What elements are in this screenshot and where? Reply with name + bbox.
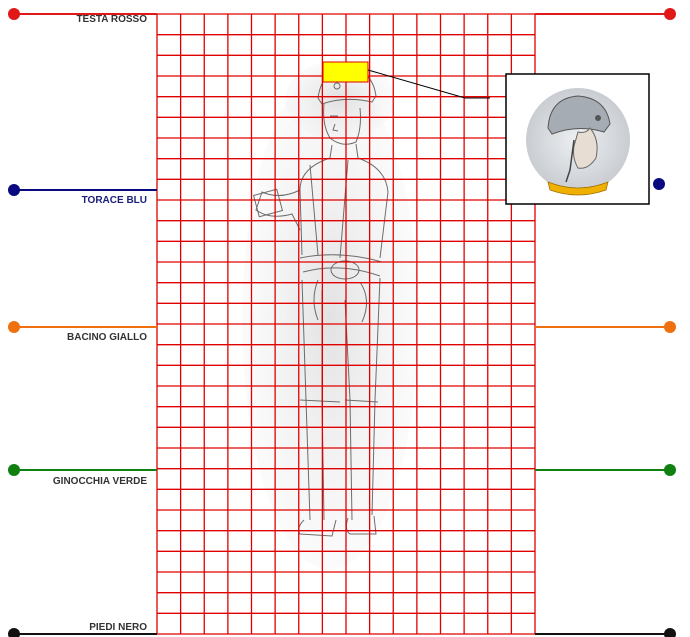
measurement-grid [156,13,536,635]
level-marker-dot-left [8,321,20,333]
helmet-detail-inset [505,73,650,205]
level-label: PIEDI NERO [89,622,147,633]
level-label: BACINO GIALLO [67,332,147,343]
level-marker-dot-right [664,8,676,20]
level-label: TESTA ROSSO [76,14,147,25]
level-marker-dot-right [664,321,676,333]
level-marker-dot-left [8,8,20,20]
level-label: GINOCCHIA VERDE [53,476,147,487]
body-level-markers: TESTA ROSSO TORACE BLU BACINO GIALLO GINOCC… [8,8,676,637]
level-label: TORACE BLU [82,195,147,206]
highlighted-grid-cell [322,61,369,83]
inset-leader-line [367,69,466,99]
level-marker-dot-left [8,628,20,637]
level-marker-dot-left [8,184,20,196]
level-marker-dot-right [664,464,676,476]
level-marker-dot-right [653,178,665,190]
level-marker-dot-right [664,628,676,637]
figure-silhouette [242,60,418,570]
level-marker-dot-left [8,464,20,476]
